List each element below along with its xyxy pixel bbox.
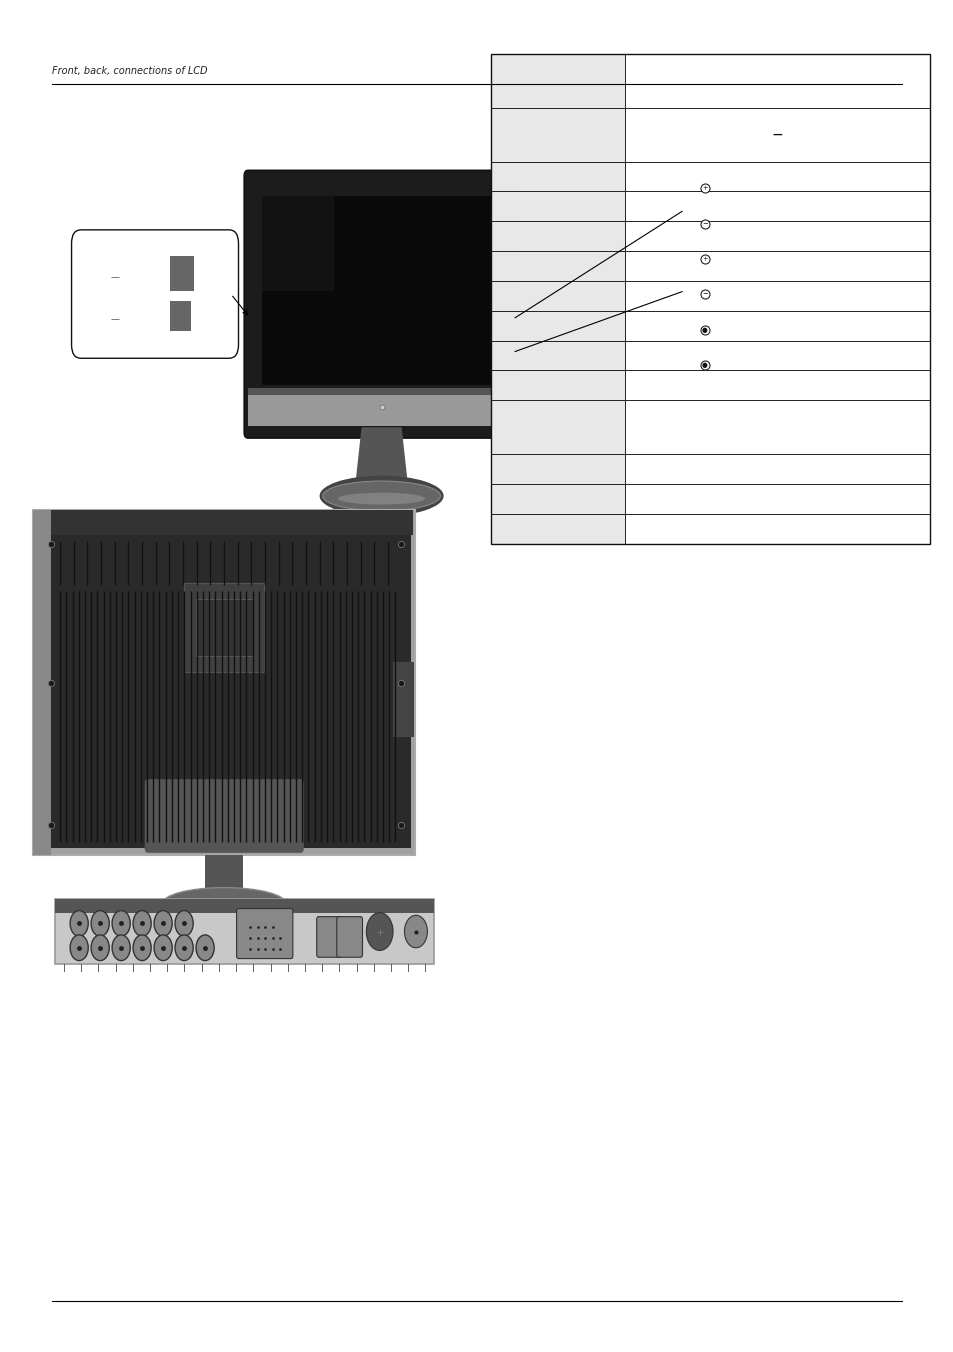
Bar xyxy=(624,222,929,251)
Bar xyxy=(624,400,929,454)
Bar xyxy=(393,662,414,737)
Bar xyxy=(624,161,929,192)
Bar xyxy=(491,192,624,222)
Ellipse shape xyxy=(162,887,286,919)
Bar xyxy=(624,370,929,400)
FancyBboxPatch shape xyxy=(184,583,264,672)
Circle shape xyxy=(70,936,88,960)
FancyBboxPatch shape xyxy=(675,153,734,395)
Circle shape xyxy=(91,911,109,936)
Circle shape xyxy=(91,936,109,960)
Bar xyxy=(248,388,515,395)
Bar xyxy=(51,510,413,534)
Circle shape xyxy=(154,936,172,960)
Bar xyxy=(248,388,515,426)
Bar xyxy=(55,899,434,913)
Circle shape xyxy=(175,911,193,936)
Bar xyxy=(491,54,929,544)
Circle shape xyxy=(133,911,151,936)
Circle shape xyxy=(112,936,130,960)
Bar xyxy=(624,54,929,108)
Bar xyxy=(491,454,624,484)
FancyBboxPatch shape xyxy=(316,917,342,957)
Bar xyxy=(33,510,415,856)
Bar xyxy=(491,484,624,514)
Bar xyxy=(624,108,929,161)
Bar xyxy=(55,899,434,964)
FancyBboxPatch shape xyxy=(145,779,303,853)
Text: −: − xyxy=(701,292,707,297)
Bar xyxy=(624,514,929,544)
Bar xyxy=(624,281,929,311)
Bar xyxy=(262,196,334,291)
Bar xyxy=(491,311,624,341)
Bar xyxy=(491,281,624,311)
Circle shape xyxy=(366,913,393,950)
Bar xyxy=(624,251,929,281)
Bar xyxy=(170,301,191,331)
Text: —: — xyxy=(772,130,781,139)
Text: —: — xyxy=(111,315,119,324)
Circle shape xyxy=(404,915,427,948)
Circle shape xyxy=(70,911,88,936)
Bar xyxy=(491,341,624,370)
Text: ●: ● xyxy=(701,362,707,368)
Bar xyxy=(491,161,624,192)
Bar xyxy=(170,256,193,291)
FancyBboxPatch shape xyxy=(236,909,293,959)
FancyBboxPatch shape xyxy=(71,230,238,358)
Bar xyxy=(491,108,624,161)
Text: −: − xyxy=(701,220,707,227)
Bar xyxy=(624,341,929,370)
Text: —: — xyxy=(111,273,119,283)
Bar xyxy=(624,311,929,341)
Bar xyxy=(195,599,253,656)
FancyBboxPatch shape xyxy=(244,170,518,438)
Bar xyxy=(491,251,624,281)
Bar xyxy=(491,54,624,108)
Bar xyxy=(624,454,929,484)
Ellipse shape xyxy=(337,492,425,504)
Circle shape xyxy=(175,936,193,960)
Circle shape xyxy=(154,911,172,936)
Text: +: + xyxy=(701,185,707,191)
Polygon shape xyxy=(355,427,408,484)
Text: Front, back, connections of LCD: Front, back, connections of LCD xyxy=(52,66,208,76)
Circle shape xyxy=(112,911,130,936)
Ellipse shape xyxy=(319,476,443,516)
Bar xyxy=(51,534,411,849)
Circle shape xyxy=(196,936,213,960)
Bar xyxy=(262,196,500,385)
Text: +: + xyxy=(701,256,707,262)
Bar xyxy=(491,222,624,251)
Ellipse shape xyxy=(322,481,440,511)
Bar xyxy=(624,484,929,514)
Bar xyxy=(33,510,51,856)
Text: ●: ● xyxy=(701,327,707,333)
Bar xyxy=(205,856,243,898)
Bar xyxy=(624,192,929,222)
Bar xyxy=(491,514,624,544)
Circle shape xyxy=(133,936,151,960)
Bar xyxy=(491,400,624,454)
FancyBboxPatch shape xyxy=(336,917,362,957)
Bar xyxy=(491,370,624,400)
